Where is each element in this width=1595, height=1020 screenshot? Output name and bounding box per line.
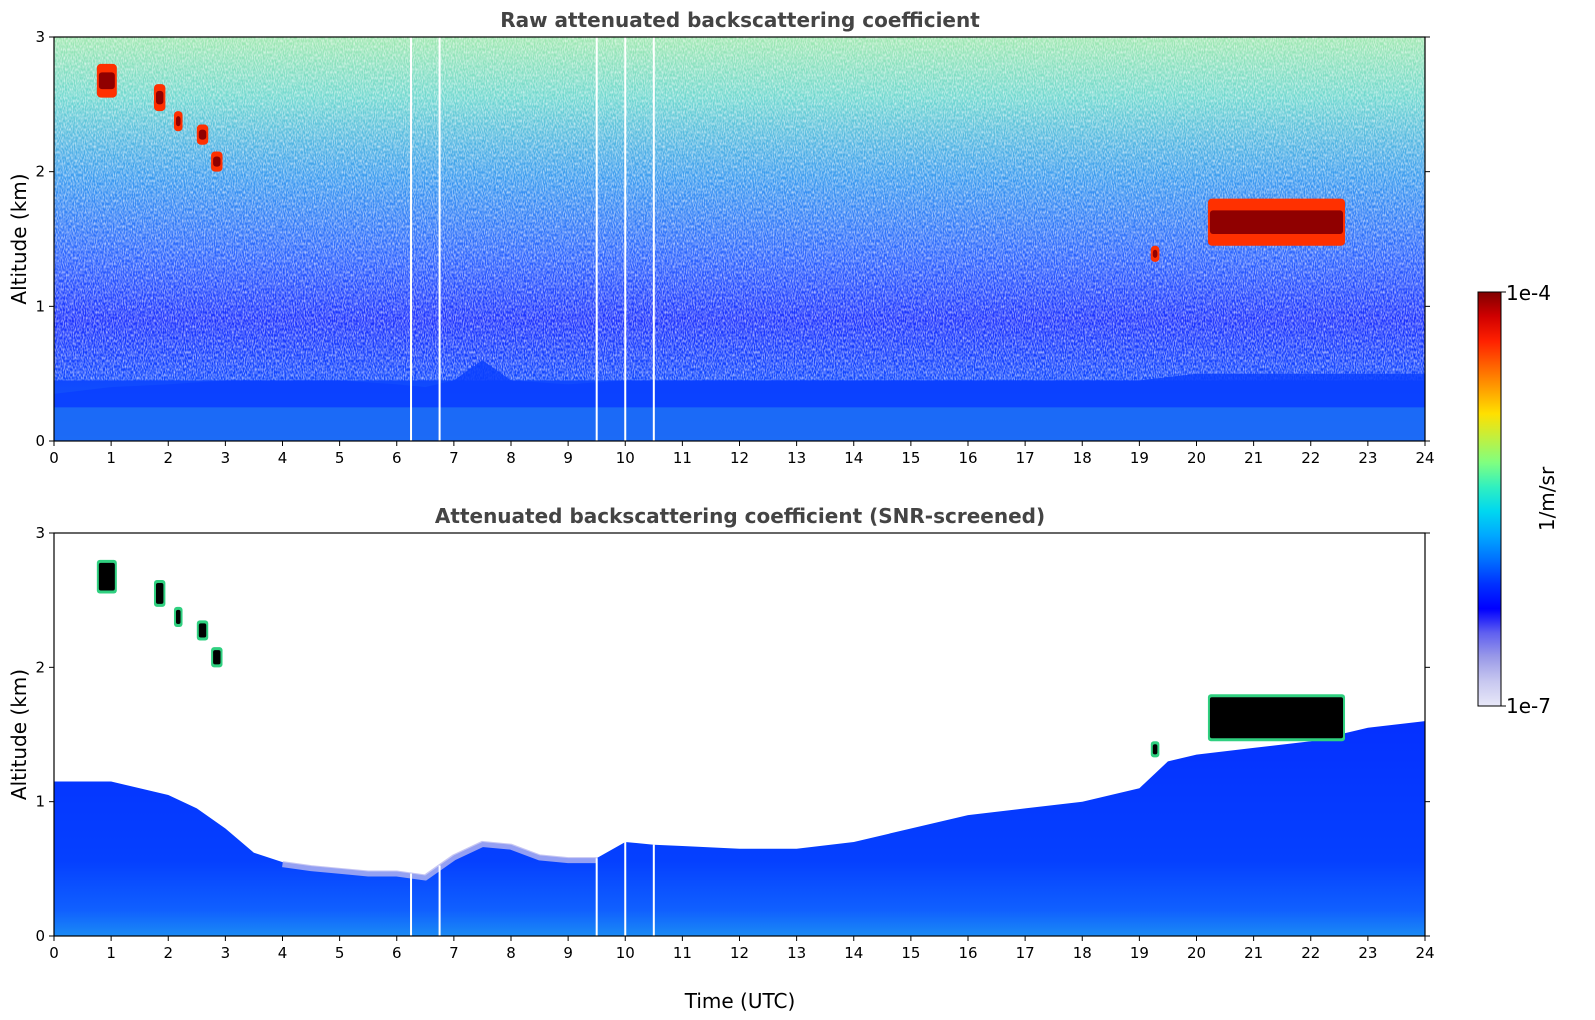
noise-speckle bbox=[54, 37, 1425, 381]
colorbar-max-label: 1e-4 bbox=[1506, 281, 1551, 305]
x-tick-label: 20 bbox=[1187, 449, 1206, 467]
cloud-core bbox=[155, 90, 164, 105]
x-tick-label: 3 bbox=[221, 449, 231, 467]
cloud-core bbox=[1209, 210, 1344, 234]
y-tick-label: 0 bbox=[35, 927, 45, 945]
heatmap-area bbox=[54, 37, 1425, 441]
y-tick-label: 0 bbox=[35, 432, 45, 450]
colorbar: 1e-4 1e-7 1/m/sr bbox=[1477, 281, 1559, 718]
x-tick-label: 14 bbox=[844, 449, 863, 467]
x-tick-label: 12 bbox=[730, 944, 749, 962]
x-tick-label: 15 bbox=[901, 944, 920, 962]
x-axis: 0 1 2 3 4 5 6 7 8 9 10 11 12 13 14 15 16 17 18 19 20 21 22 23 24 bbox=[49, 936, 1435, 962]
x-tick-label: 2 bbox=[163, 944, 173, 962]
x-tick-label: 19 bbox=[1130, 944, 1149, 962]
x-tick-label: 6 bbox=[392, 449, 402, 467]
y-axis: 0 1 2 3 bbox=[35, 524, 1430, 945]
heatmap-area bbox=[54, 559, 1425, 936]
x-tick-label: 13 bbox=[787, 449, 806, 467]
cloud-core bbox=[98, 72, 115, 90]
x-tick-label: 20 bbox=[1187, 944, 1206, 962]
x-tick-label: 21 bbox=[1244, 944, 1263, 962]
x-tick-label: 23 bbox=[1358, 944, 1377, 962]
x-tick-label: 13 bbox=[787, 944, 806, 962]
x-tick-label: 15 bbox=[901, 449, 920, 467]
x-tick-label: 1 bbox=[106, 944, 116, 962]
cloud-core bbox=[1152, 744, 1158, 755]
x-tick-label: 11 bbox=[673, 449, 692, 467]
x-tick-label: 17 bbox=[1016, 449, 1035, 467]
y-tick-label: 2 bbox=[35, 658, 45, 676]
x-tick-label: 18 bbox=[1073, 449, 1092, 467]
x-tick-label: 2 bbox=[163, 449, 173, 467]
panel-title: Attenuated backscattering coefficient (S… bbox=[435, 504, 1045, 528]
x-tick-label: 4 bbox=[278, 944, 288, 962]
x-tick-label: 12 bbox=[730, 449, 749, 467]
y-tick-label: 1 bbox=[35, 297, 45, 315]
colorbar-min-label: 1e-7 bbox=[1506, 694, 1551, 718]
x-tick-label: 16 bbox=[958, 944, 977, 962]
cloud-core bbox=[98, 562, 115, 591]
x-tick-label: 3 bbox=[221, 944, 231, 962]
x-tick-label: 8 bbox=[506, 449, 516, 467]
x-axis-label: Time (UTC) bbox=[684, 989, 796, 1013]
y-axis: 0 1 2 3 bbox=[35, 28, 1430, 450]
x-tick-label: 21 bbox=[1244, 449, 1263, 467]
x-tick-label: 10 bbox=[616, 449, 635, 467]
x-tick-label: 18 bbox=[1073, 944, 1092, 962]
x-tick-label: 0 bbox=[49, 449, 59, 467]
x-tick-label: 14 bbox=[844, 944, 863, 962]
x-tick-label: 24 bbox=[1415, 944, 1434, 962]
x-tick-label: 22 bbox=[1301, 944, 1320, 962]
x-tick-label: 7 bbox=[449, 449, 459, 467]
cloud-core bbox=[175, 116, 181, 127]
cloud-core bbox=[155, 583, 164, 604]
x-tick-label: 10 bbox=[616, 944, 635, 962]
panel-title: Raw attenuated backscattering coefficien… bbox=[500, 8, 980, 32]
surface-layer bbox=[54, 407, 1425, 441]
y-tick-label: 3 bbox=[35, 28, 45, 46]
y-axis-label: Altitude (km) bbox=[7, 173, 31, 304]
cloud-core bbox=[175, 609, 181, 625]
x-tick-label: 7 bbox=[449, 944, 459, 962]
x-tick-label: 5 bbox=[335, 449, 345, 467]
x-tick-label: 9 bbox=[563, 449, 573, 467]
x-axis: 0 1 2 3 4 5 6 7 8 9 10 11 12 13 14 15 16 17 18 19 20 21 22 23 24 bbox=[49, 441, 1435, 467]
x-tick-label: 17 bbox=[1016, 944, 1035, 962]
x-tick-label: 19 bbox=[1130, 449, 1149, 467]
x-tick-label: 5 bbox=[335, 944, 345, 962]
x-tick-label: 0 bbox=[49, 944, 59, 962]
x-tick-label: 24 bbox=[1415, 449, 1434, 467]
x-tick-label: 16 bbox=[958, 449, 977, 467]
x-tick-label: 8 bbox=[506, 944, 516, 962]
cloud-core bbox=[198, 623, 207, 638]
x-tick-label: 6 bbox=[392, 944, 402, 962]
y-tick-label: 1 bbox=[35, 793, 45, 811]
cloud-core bbox=[213, 156, 221, 167]
x-tick-label: 1 bbox=[106, 449, 116, 467]
cloud-core bbox=[1152, 249, 1158, 258]
cloud-core bbox=[213, 650, 221, 665]
boundary-layer bbox=[54, 721, 1425, 936]
y-axis-label: Altitude (km) bbox=[7, 669, 31, 800]
x-tick-label: 9 bbox=[563, 944, 573, 962]
colorbar-unit-label: 1/m/sr bbox=[1535, 466, 1559, 531]
x-tick-label: 11 bbox=[673, 944, 692, 962]
cloud-core bbox=[198, 129, 207, 140]
y-tick-label: 3 bbox=[35, 524, 45, 542]
screened-backscatter-panel: Attenuated backscattering coefficient (S… bbox=[7, 504, 1435, 1013]
colorbar-bar bbox=[1477, 291, 1502, 707]
x-tick-label: 22 bbox=[1301, 449, 1320, 467]
y-tick-label: 2 bbox=[35, 163, 45, 181]
x-tick-label: 4 bbox=[278, 449, 288, 467]
x-tick-label: 23 bbox=[1358, 449, 1377, 467]
raw-backscatter-panel: Raw attenuated backscattering coefficien… bbox=[7, 8, 1435, 467]
cloud-core bbox=[1209, 697, 1344, 739]
